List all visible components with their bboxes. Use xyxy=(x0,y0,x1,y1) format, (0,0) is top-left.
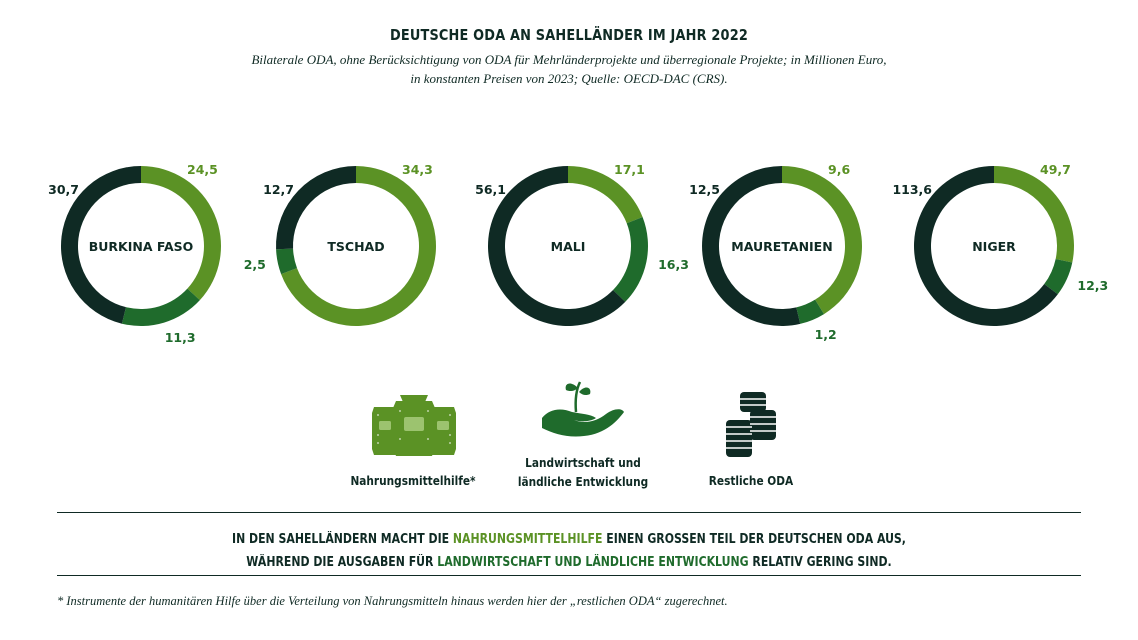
slice-nahrungsmittelhilfe xyxy=(141,166,221,300)
legend-item-food: Nahrungsmittelhilfe* xyxy=(338,472,488,491)
legend-label-food: Nahrungsmittelhilfe* xyxy=(347,472,479,491)
data-label: 9,6 xyxy=(828,162,850,177)
divider-top xyxy=(57,512,1081,513)
donut-charts: 24,5 11,3 30,7 BURKINA FASO 34,3 2,5 12,7 TSCHA… xyxy=(0,140,1138,370)
data-label: 49,7 xyxy=(1040,162,1071,177)
message-highlight-agri: LANDWIRTSCHAFT UND LÄNDLICHE ENTWICKLUNG xyxy=(437,555,748,570)
donut-mali: 17,1 16,3 56,1 MALI xyxy=(475,162,689,326)
data-label: 34,3 xyxy=(402,162,433,177)
data-label: 30,7 xyxy=(48,182,79,197)
message-highlight-food: NAHRUNGSMITTELHILFE xyxy=(453,532,603,547)
slice-landwirtschaft xyxy=(122,289,200,326)
subtitle-line-2: in konstanten Preisen von 2023; Quelle: … xyxy=(0,69,1138,88)
donut-tschad: 34,3 2,5 12,7 TSCHAD xyxy=(244,162,436,326)
data-label: 113,6 xyxy=(892,182,932,197)
donut-niger: 49,7 12,3 113,6 NIGER xyxy=(892,162,1108,326)
grain-sacks-icon xyxy=(370,393,458,457)
key-message-line-1: IN DEN SAHELLÄNDERN MACHT DIE NAHRUNGSMI… xyxy=(91,528,1047,551)
data-label: 12,7 xyxy=(263,182,294,197)
subtitle-line-1: Bilaterale ODA, ohne Berücksichtigung vo… xyxy=(0,50,1138,69)
slice-landwirtschaft xyxy=(613,217,648,302)
data-label: 1,2 xyxy=(815,327,837,342)
country-label: NIGER xyxy=(972,239,1016,254)
country-label: MAURETANIEN xyxy=(731,239,832,254)
legend-label-agri-line2: ländliche Entwicklung xyxy=(517,473,649,492)
message-text: RELATIV GERING SIND. xyxy=(749,555,892,570)
slice-restliche-oda xyxy=(276,166,356,249)
data-label: 11,3 xyxy=(165,330,196,345)
data-label: 12,3 xyxy=(1077,278,1108,293)
donut-burkina-faso: 24,5 11,3 30,7 BURKINA FASO xyxy=(48,162,221,345)
data-label: 12,5 xyxy=(689,182,720,197)
country-label: MALI xyxy=(551,239,586,254)
legend-item-rest: Restliche ODA xyxy=(676,472,826,491)
key-message: IN DEN SAHELLÄNDERN MACHT DIE NAHRUNGSMI… xyxy=(0,528,1138,574)
country-label: BURKINA FASO xyxy=(89,239,194,254)
data-label: 56,1 xyxy=(475,182,506,197)
coin-stacks-icon xyxy=(722,390,780,460)
chart-title: DEUTSCHE ODA AN SAHELLÄNDER IM JAHR 2022 xyxy=(80,26,1059,44)
data-label: 16,3 xyxy=(658,257,689,272)
data-label: 17,1 xyxy=(614,162,645,177)
message-text: EINEN GROSSEN TEIL DER DEUTSCHEN ODA AUS… xyxy=(602,532,905,547)
divider-bottom xyxy=(57,575,1081,576)
message-text: IN DEN SAHELLÄNDERN MACHT DIE xyxy=(232,532,453,547)
legend-label-agri-line1: Landwirtschaft und xyxy=(517,454,649,473)
key-message-line-2: WÄHREND DIE AUSGABEN FÜR LANDWIRTSCHAFT … xyxy=(91,551,1047,574)
country-label: TSCHAD xyxy=(327,239,384,254)
data-label: 24,5 xyxy=(187,162,218,177)
hand-seedling-icon xyxy=(540,378,626,440)
legend-item-agri: Landwirtschaft und ländliche Entwicklung xyxy=(508,454,658,492)
data-label: 2,5 xyxy=(244,257,266,272)
legend-label-rest: Restliche ODA xyxy=(685,472,817,491)
chart-subtitle: Bilaterale ODA, ohne Berücksichtigung vo… xyxy=(0,50,1138,88)
donut-mauretanien: 9,6 1,2 12,5 MAURETANIEN xyxy=(689,162,862,342)
footnote: * Instrumente der humanitären Hilfe über… xyxy=(57,594,728,609)
message-text: WÄHREND DIE AUSGABEN FÜR xyxy=(246,555,437,570)
